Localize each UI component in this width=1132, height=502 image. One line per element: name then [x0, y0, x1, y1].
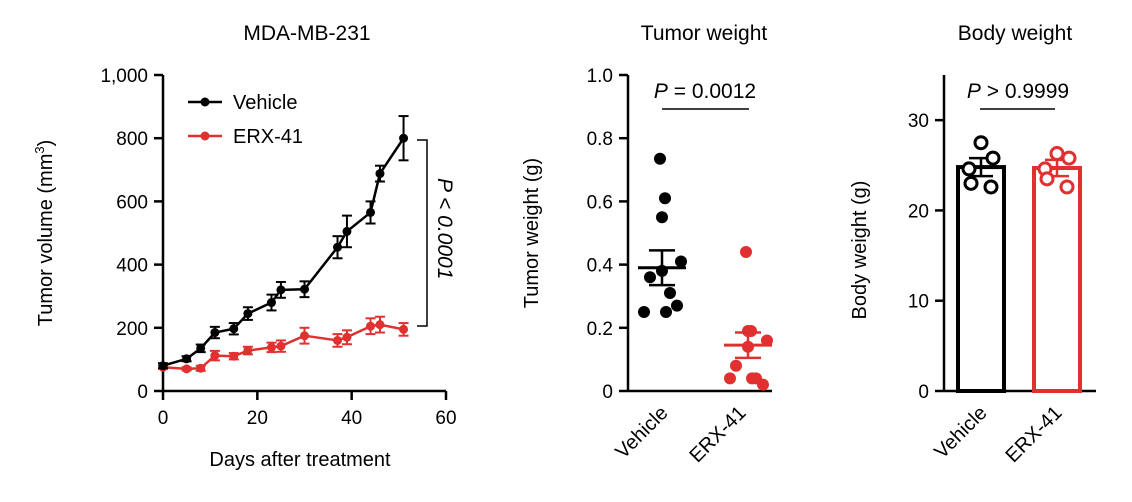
data-point-erx [366, 321, 376, 331]
data-point-vehicle [375, 169, 385, 179]
y-tick-label: 0.2 [587, 319, 613, 340]
data-point-erx [1059, 179, 1075, 195]
data-point-erx [375, 320, 385, 330]
data-point-vehicle [638, 306, 650, 318]
data-point-erx [229, 351, 239, 361]
data-point-vehicle [210, 328, 220, 338]
y-tick-label: 20 [908, 201, 929, 222]
data-point-erx [266, 342, 276, 352]
data-point-vehicle [973, 135, 989, 151]
legend: Vehicle ERX-41 [188, 92, 303, 148]
y-tick-label: 200 [116, 319, 148, 340]
data-point-vehicle [659, 192, 671, 205]
data-point-vehicle [229, 324, 239, 334]
y-axis-label: Body weight (g) [849, 181, 871, 320]
data-point-vehicle [333, 242, 343, 252]
data-point-vehicle [196, 343, 206, 353]
data-point-vehicle [983, 179, 999, 195]
data-point-erx [399, 324, 409, 334]
data-point-erx [243, 346, 253, 356]
y-tick-label: 0 [137, 382, 148, 403]
data-point-erx [1049, 146, 1065, 162]
y-tick-label: 10 [908, 292, 929, 313]
data-point-vehicle [399, 133, 409, 143]
data-point-erx [1039, 171, 1055, 187]
legend-label-vehicle: Vehicle [233, 92, 298, 114]
category-label-erx: ERX-41 [685, 402, 750, 467]
y-tick-label: 1,000 [100, 66, 148, 87]
tumor-weight-chart: Tumor weight 0 0.2 0.4 0.6 0.8 1.0 Tumor weig… [521, 22, 773, 467]
data-point-erx [757, 378, 769, 391]
data-point-vehicle [366, 207, 376, 217]
data-point-vehicle [243, 309, 253, 319]
y-tick-label: 0.8 [587, 129, 613, 150]
data-point-vehicle [656, 211, 668, 224]
x-axis-label: Days after treatment [209, 449, 391, 471]
legend-marker-vehicle [200, 97, 210, 107]
data-point-vehicle [158, 361, 168, 371]
y-tick-label: 400 [116, 256, 148, 277]
tumor-volume-chart: MDA-MB-231 0 200 400 600 800 1,000 0 20 40 60 Tu… [32, 22, 457, 471]
data-point-erx [740, 245, 752, 258]
data-point-erx [300, 331, 309, 341]
data-point-erx [730, 359, 742, 372]
chart-title: MDA-MB-231 [243, 22, 370, 45]
significance-bracket [417, 139, 428, 327]
y-tick-label: 800 [116, 129, 148, 150]
data-point-erx [1061, 150, 1077, 166]
data-point-vehicle [963, 175, 979, 191]
data-point-vehicle [276, 285, 286, 295]
x-tick-label: 40 [341, 408, 362, 429]
y-tick-label: 1.0 [587, 66, 613, 87]
legend-marker-erx [200, 131, 210, 141]
y-tick-label: 0 [918, 382, 929, 403]
data-point-vehicle [644, 271, 656, 284]
series-line-vehicle [162, 137, 405, 367]
data-point-vehicle [660, 306, 672, 318]
data-point-erx [333, 335, 343, 345]
data-point-vehicle [961, 161, 977, 177]
legend-label-erx: ERX-41 [233, 126, 303, 148]
y-tick-label: 0 [602, 382, 613, 403]
p-value-label: P > 0.9999 [967, 80, 1069, 103]
y-tick-label: 30 [908, 111, 929, 132]
category-label-vehicle: Vehicle [930, 402, 991, 463]
x-tick-label: 60 [435, 408, 456, 429]
bar-erx [1032, 165, 1082, 393]
data-point-vehicle [182, 354, 192, 364]
data-point-erx [182, 364, 192, 374]
data-point-vehicle [342, 226, 352, 236]
y-tick-label: 0.6 [587, 192, 613, 213]
y-tick-label: 600 [116, 192, 148, 213]
data-point-vehicle [675, 255, 687, 268]
y-axis-label: Tumor volume (mm3) [32, 140, 57, 327]
body-weight-chart: Body weight 0 10 20 30 Body weight (g) P > … [849, 22, 1096, 467]
category-label-vehicle: Vehicle [611, 402, 672, 463]
data-point-erx [276, 341, 286, 351]
category-label-erx: ERX-41 [1001, 402, 1066, 467]
data-point-vehicle [664, 287, 676, 300]
bar-vehicle [956, 165, 1006, 393]
data-point-erx [342, 332, 352, 342]
p-value-label: P = 0.0012 [654, 80, 756, 103]
chart-title: Tumor weight [641, 22, 768, 45]
p-value-annotation: P < 0.0001 [433, 178, 456, 279]
chart-title: Body weight [958, 22, 1073, 45]
data-point-vehicle [300, 284, 309, 294]
x-tick-label: 20 [247, 408, 268, 429]
data-point-vehicle [266, 298, 276, 308]
data-point-vehicle [671, 299, 683, 312]
data-point-erx [724, 372, 736, 385]
data-point-vehicle [985, 150, 1001, 166]
data-point-erx [196, 363, 206, 373]
data-point-erx [761, 334, 773, 347]
data-point-erx [210, 351, 220, 361]
x-tick-label: 0 [158, 408, 169, 429]
data-point-erx [742, 324, 754, 337]
data-point-erx [746, 372, 758, 385]
y-tick-label: 0.4 [587, 256, 614, 277]
y-axis-label: Tumor weight (g) [521, 158, 543, 308]
data-point-vehicle [654, 152, 666, 165]
